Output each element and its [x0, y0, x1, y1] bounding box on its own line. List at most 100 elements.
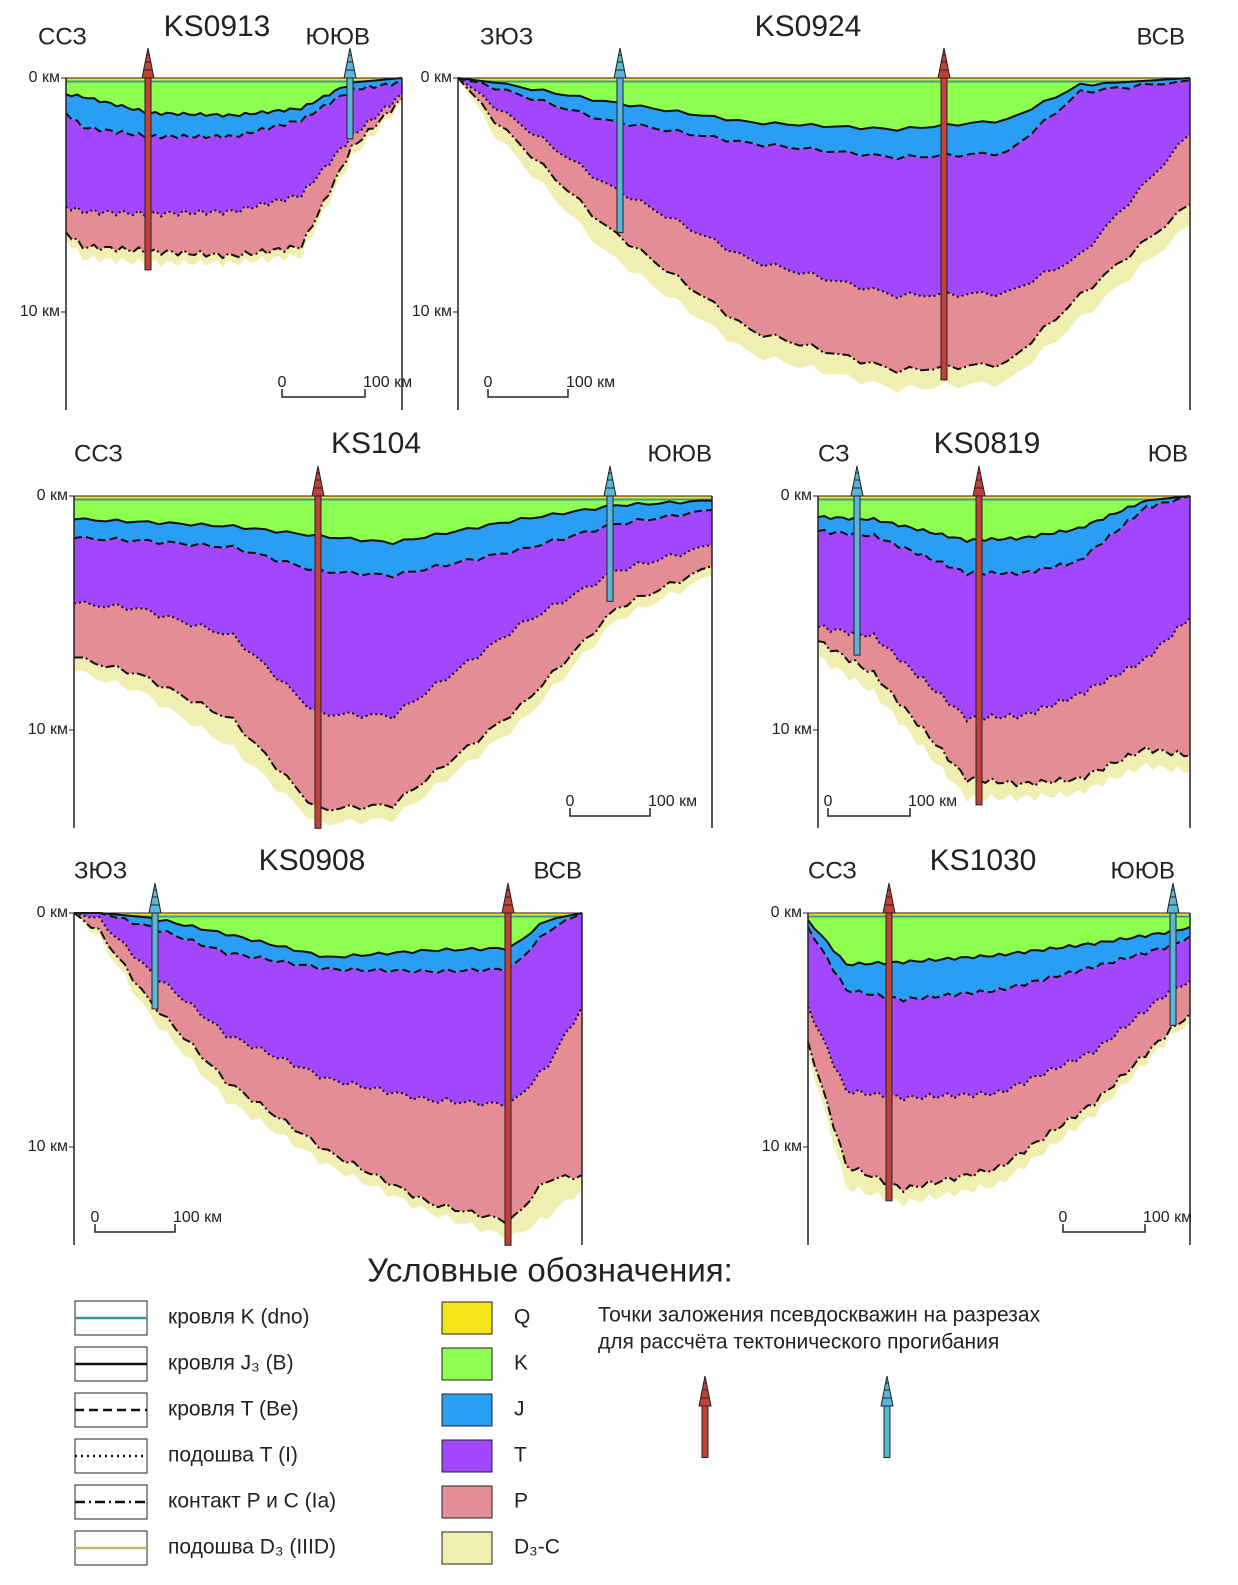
scale-label: 0: [1059, 1209, 1068, 1226]
line-j3: [807, 919, 1191, 967]
well-derrick: [1166, 882, 1180, 914]
layer-d: [74, 913, 582, 1241]
well-shaft: [616, 77, 624, 233]
depth-label: 10 км: [762, 1138, 802, 1155]
line-i: [807, 980, 1191, 1103]
depth-label: 0 км: [421, 69, 452, 86]
legend-unit-label: J: [514, 1398, 525, 1421]
depth-label: 0 км: [37, 487, 68, 504]
well-lattice: [616, 54, 624, 71]
line-ia: [73, 565, 713, 812]
well-shaft: [885, 912, 893, 1202]
layer-k: [74, 913, 582, 958]
well-derrick: [850, 465, 864, 497]
well-shaft: [853, 495, 861, 656]
legend-note: Точки заложения псевдоскважин на разреза…: [598, 1304, 1041, 1327]
well-shaft: [883, 1405, 891, 1458]
well-derrick: [972, 465, 986, 497]
well-shaft: [975, 495, 983, 806]
line-j3: [817, 495, 1191, 544]
legend-unit-label: Q: [514, 1306, 530, 1329]
well-lattice: [853, 472, 861, 489]
line-ia: [807, 1012, 1191, 1194]
legend-note: для рассчёта тектонического прогибания: [598, 1331, 999, 1354]
layer-j: [818, 496, 1190, 576]
scale-label: 100 км: [173, 1209, 222, 1226]
legend-swatch: [441, 1347, 493, 1381]
legend-title: Условные обозначения:: [367, 1252, 733, 1289]
well-lattice: [151, 889, 159, 906]
layer-p: [74, 545, 712, 811]
legend-line-label: подошва D₃ (IIID): [168, 1536, 336, 1559]
legend-unit-label: D₃-C: [514, 1536, 560, 1559]
well-lattice: [701, 1382, 709, 1399]
layer-k: [808, 916, 1190, 966]
line-i: [73, 912, 583, 1109]
layer-t: [74, 913, 582, 1108]
well-lattice: [883, 1382, 891, 1399]
scale-label: 0: [566, 793, 575, 810]
section: 0 км 10 км KS104 ССЗ ЮЮВ 0 100 км: [28, 427, 713, 829]
legend-line-label: кровля T (Be): [168, 1398, 299, 1421]
section-title: KS104: [331, 427, 421, 460]
section-title: KS0819: [934, 427, 1041, 460]
layer-p: [808, 980, 1190, 1193]
well-shaft: [151, 912, 159, 1010]
line-ia: [817, 640, 1191, 788]
scale-label: 100 км: [648, 793, 697, 810]
depth-label: 10 км: [28, 721, 68, 738]
well-lattice: [885, 889, 893, 906]
well-lattice: [940, 54, 948, 71]
scale-bar: [827, 808, 911, 817]
well-lattice: [314, 472, 322, 489]
depth-label: 0 км: [781, 487, 812, 504]
well-derrick: [603, 465, 617, 497]
layer-d: [458, 78, 1190, 393]
layer-j: [74, 913, 582, 974]
well-lattice: [144, 54, 152, 71]
direction-right: ЮЮВ: [306, 23, 371, 50]
line-ia: [457, 77, 1191, 375]
legend-swatch: [441, 1439, 493, 1473]
well-derrick: [613, 47, 627, 79]
depth-label: 0 км: [771, 904, 802, 921]
direction-left: ССЗ: [74, 440, 123, 467]
scale-label: 0: [91, 1209, 100, 1226]
legend-unit-label: P: [514, 1490, 528, 1513]
well-derrick: [501, 882, 515, 914]
well-derrick: [343, 47, 357, 79]
well-shaft: [504, 912, 512, 1246]
layer-t: [458, 78, 1190, 299]
well-shaft: [144, 77, 152, 271]
layer-t: [74, 510, 712, 719]
line-i: [457, 77, 1191, 300]
scale-bar: [569, 808, 651, 817]
well-derrick: [880, 1375, 894, 1407]
legend-line-label: кровля K (dno): [168, 1306, 310, 1329]
line-be: [73, 509, 713, 579]
layer-t: [818, 496, 1190, 722]
scale-bar: [94, 1224, 176, 1233]
depth-label: 10 км: [20, 303, 60, 320]
layer-j: [808, 920, 1190, 1002]
scale-label: 0: [278, 374, 287, 391]
line-j3: [65, 77, 403, 118]
depth-label: 10 км: [412, 303, 452, 320]
legend-unit-label: T: [514, 1444, 527, 1467]
well-shaft: [940, 77, 948, 381]
section: 0 км 10 км KS0908 ЗЮЗ ВСВ 0 100 км: [28, 844, 583, 1246]
well-shaft: [701, 1405, 709, 1458]
layer-d: [808, 1013, 1190, 1208]
legend-swatch: [441, 1301, 493, 1335]
line-be: [817, 495, 1191, 577]
direction-right: ВСВ: [533, 857, 582, 884]
well-derrick: [148, 882, 162, 914]
direction-right: ЮВ: [1148, 440, 1188, 467]
direction-left: СЗ: [818, 440, 850, 467]
scale-label: 0: [484, 374, 493, 391]
direction-right: ВСВ: [1136, 23, 1185, 50]
layer-k: [458, 78, 1190, 131]
direction-left: ЗЮЗ: [480, 23, 533, 50]
well-lattice: [504, 889, 512, 906]
